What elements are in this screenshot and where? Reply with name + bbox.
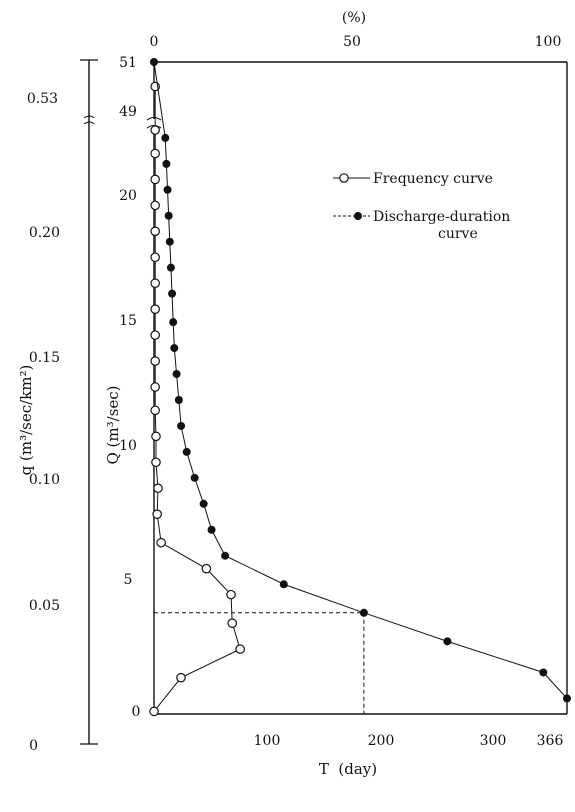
bottom-axis-label: T (day): [319, 760, 377, 778]
duration-point-20: [162, 159, 171, 168]
top-axis-label: (%): [342, 10, 366, 26]
duration-point-16: [166, 263, 175, 272]
frequency-point-3: [227, 618, 238, 628]
duration-point-17: [165, 237, 174, 246]
frequency-point-5: [201, 563, 212, 574]
Q-axis: 51 49 20 15 10 5 0 Q (m³/sec): [104, 55, 140, 720]
Q-tick-15: 15: [119, 313, 137, 329]
frequency-point-16: [150, 278, 160, 289]
frequency-point-6: [156, 537, 166, 548]
duration-point-5: [221, 551, 230, 560]
legend: Frequency curve Discharge-duration curve: [333, 171, 515, 242]
duration-point-18: [164, 211, 173, 220]
Q-tick-49: 49: [119, 104, 137, 120]
bottom-tick-300: 300: [480, 733, 507, 749]
top-tick-50: 50: [343, 34, 361, 50]
duration-point-0: [563, 694, 571, 703]
legend-duration-marker: [354, 212, 362, 220]
duration-point-6: [207, 525, 216, 534]
q-tick-0.05: 0.05: [29, 598, 60, 614]
duration-point-8: [190, 473, 199, 482]
duration-point-10: [177, 421, 186, 430]
bottom-axis: 100 200 300 366 T (day): [254, 733, 564, 778]
frequency-point-14: [150, 330, 160, 340]
legend-frequency-marker: [339, 173, 349, 183]
series-layer: [149, 58, 571, 717]
duration-point-11: [174, 396, 183, 405]
Q-axis-label: Q (m³/sec): [104, 385, 122, 464]
bottom-tick-200: 200: [368, 733, 395, 749]
plot-frame: [146, 61, 568, 715]
duration-point-9: [182, 447, 191, 456]
q-axis: 0.53 0.20 0.15 0.10 0.05 0 q (m³/sec/km²…: [17, 59, 98, 754]
q-tick-0: 0: [29, 738, 38, 754]
q-tick-0.53: 0.53: [27, 91, 58, 107]
frequency-point-0: [149, 706, 159, 717]
q-tick-0.20: 0.20: [29, 225, 60, 241]
frequency-point-19: [150, 200, 160, 211]
frequency-point-10: [151, 431, 161, 442]
duration-point-4: [279, 580, 288, 589]
frequency-point-17: [150, 252, 160, 263]
frequency-point-13: [150, 356, 160, 366]
duration-point-15: [168, 289, 177, 298]
duration-point-21: [161, 133, 170, 142]
legend-item-duration: Discharge-duration curve: [333, 209, 515, 242]
duration-point-19: [163, 185, 172, 194]
legend-item-frequency: Frequency curve: [333, 171, 493, 187]
frequency-point-11: [150, 405, 160, 416]
legend-duration-label-line-1: Discharge-duration: [373, 209, 510, 225]
top-tick-0: 0: [150, 34, 159, 50]
duration-point-7: [199, 499, 208, 508]
bottom-tick-366: 366: [537, 733, 564, 749]
duration-series-line: [153, 61, 568, 699]
q-tick-0.10: 0.10: [29, 472, 60, 488]
duration-point-2: [443, 637, 452, 646]
duration-point-1: [539, 668, 548, 677]
frequency-point-7: [152, 509, 162, 519]
q-axis-break-mark: [83, 115, 95, 125]
frequency-point-8: [153, 483, 163, 494]
top-axis: (%) 0 50 100: [150, 10, 562, 50]
q-axis-label: q (m³/sec/km²): [17, 365, 35, 476]
q-tick-0.15: 0.15: [29, 350, 60, 366]
frequency-point-20: [150, 174, 160, 185]
bottom-tick-100: 100: [254, 733, 281, 749]
duration-point-22: [150, 58, 158, 66]
frequency-point-15: [150, 304, 160, 314]
Q-tick-5: 5: [124, 572, 133, 588]
legend-duration-label: Discharge-duration curve: [373, 209, 515, 242]
duration-point-3: [359, 608, 368, 617]
frequency-point-1: [176, 672, 186, 683]
Q-tick-51: 51: [119, 55, 137, 71]
frequency-point-21: [150, 148, 160, 159]
frequency-point-12: [150, 382, 160, 392]
duration-point-14: [169, 318, 178, 327]
frequency-point-9: [151, 457, 161, 468]
Q-tick-20: 20: [119, 188, 137, 204]
frequency-point-18: [150, 226, 160, 237]
reference-lines: [154, 612, 365, 714]
duration-point-12: [172, 370, 181, 379]
duration-point-13: [170, 344, 179, 353]
legend-frequency-label: Frequency curve: [373, 171, 493, 187]
legend-duration-label-line-2: curve: [438, 226, 478, 242]
Q-tick-10: 10: [119, 438, 137, 454]
Q-tick-0: 0: [132, 704, 141, 720]
top-tick-100: 100: [535, 34, 562, 50]
frequency-point-4: [226, 589, 236, 600]
frequency-point-22: [150, 125, 160, 135]
frequency-point-2: [235, 644, 245, 654]
